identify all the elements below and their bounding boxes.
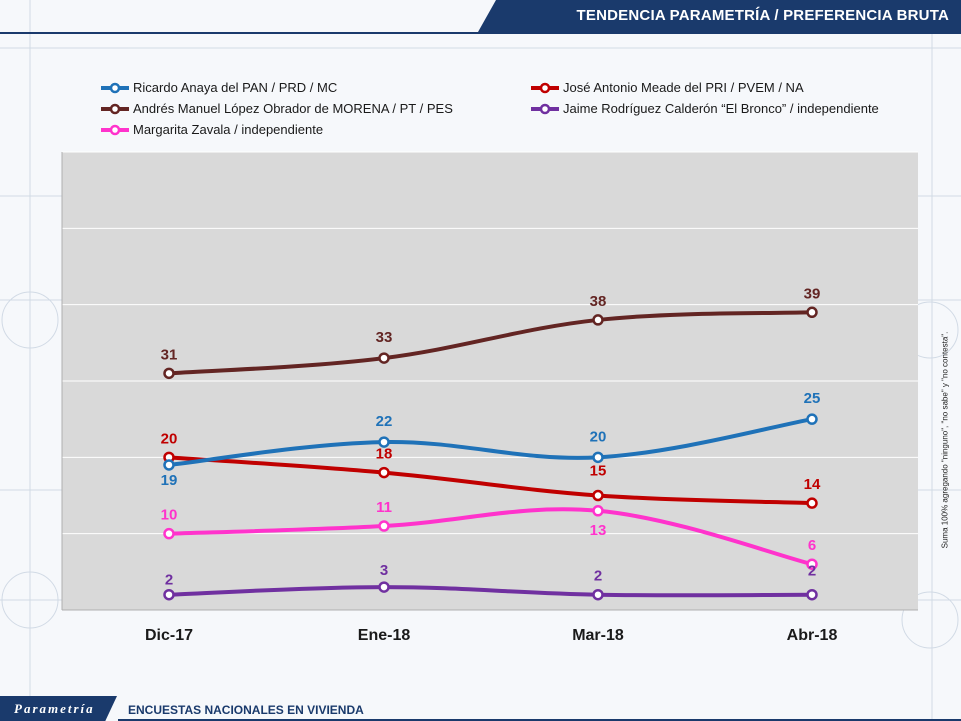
series-line bbox=[167, 310, 814, 376]
x-tick-label: Abr-18 bbox=[787, 627, 838, 644]
chart-legend: Ricardo Anaya del PAN / PRD / MC José An… bbox=[100, 80, 920, 144]
data-point bbox=[378, 581, 390, 593]
data-point bbox=[163, 588, 175, 601]
x-tick-label: Ene-18 bbox=[358, 627, 411, 644]
data-label: 2 bbox=[165, 572, 173, 589]
data-point bbox=[378, 436, 390, 448]
data-label: 3 bbox=[380, 562, 388, 579]
legend-swatch-amlo bbox=[101, 103, 129, 114]
data-point bbox=[592, 451, 604, 464]
data-label: 14 bbox=[804, 476, 821, 493]
data-point bbox=[806, 558, 818, 570]
data-label: 31 bbox=[161, 346, 178, 363]
header-bar: TENDENCIA PARAMETRÍA / PREFERENCIA BRUTA bbox=[478, 0, 961, 32]
x-tick-label: Mar-18 bbox=[572, 627, 624, 644]
series-line bbox=[167, 455, 814, 506]
data-label: 19 bbox=[161, 472, 178, 489]
data-label: 20 bbox=[161, 430, 178, 447]
data-label: 38 bbox=[590, 293, 607, 310]
legend-item-zavala: Margarita Zavala / independiente bbox=[100, 122, 323, 137]
data-label: 22 bbox=[376, 413, 393, 430]
legend-swatch-bronco bbox=[531, 103, 559, 114]
header-divider bbox=[0, 32, 961, 34]
data-point bbox=[378, 352, 390, 364]
footer-divider bbox=[118, 719, 961, 721]
series-line bbox=[167, 417, 814, 467]
page-title: TENDENCIA PARAMETRÍA / PREFERENCIA BRUTA bbox=[576, 7, 949, 24]
legend-label-bronco: Jaime Rodríguez Calderón “El Bronco” / i… bbox=[563, 101, 879, 116]
data-point bbox=[592, 314, 604, 326]
legend-swatch-meade bbox=[531, 82, 559, 93]
data-point bbox=[163, 527, 175, 540]
data-point bbox=[378, 466, 390, 479]
data-label: 10 bbox=[161, 507, 178, 524]
legend-label-anaya: Ricardo Anaya del PAN / PRD / MC bbox=[133, 80, 338, 95]
data-point bbox=[163, 459, 175, 471]
data-label: 18 bbox=[376, 446, 393, 463]
data-point bbox=[592, 588, 604, 601]
data-label: 13 bbox=[590, 522, 607, 539]
series-line bbox=[167, 585, 814, 598]
legend-item-meade: José Antonio Meade del PRI / PVEM / NA bbox=[530, 80, 804, 95]
data-point bbox=[806, 497, 818, 509]
brand-logo: Parametría bbox=[0, 696, 117, 721]
data-label: 25 bbox=[804, 390, 821, 407]
data-label: 20 bbox=[590, 428, 607, 445]
data-point bbox=[378, 520, 390, 532]
x-tick-label: Dic-17 bbox=[145, 627, 193, 644]
data-label: 6 bbox=[808, 537, 816, 554]
legend-item-amlo: Andrés Manuel López Obrador de MORENA / … bbox=[100, 101, 453, 116]
data-point bbox=[163, 367, 175, 380]
series-line bbox=[167, 507, 814, 567]
data-label: 15 bbox=[590, 463, 607, 480]
data-point bbox=[806, 306, 818, 319]
data-point bbox=[592, 489, 604, 502]
logo-text: Parametría bbox=[14, 701, 95, 716]
side-note: Suma 100% agregando "ninguno", "no sabe"… bbox=[940, 331, 950, 549]
legend-swatch-anaya bbox=[101, 82, 129, 93]
data-label: 39 bbox=[804, 285, 821, 302]
legend-label-amlo: Andrés Manuel López Obrador de MORENA / … bbox=[133, 101, 453, 116]
data-label: 2 bbox=[808, 563, 816, 580]
footer-subtitle: ENCUESTAS NACIONALES EN VIVIENDA bbox=[128, 703, 364, 717]
legend-item-anaya: Ricardo Anaya del PAN / PRD / MC bbox=[100, 80, 337, 95]
legend-label-zavala: Margarita Zavala / independiente bbox=[133, 122, 324, 137]
data-point bbox=[592, 505, 604, 517]
data-point bbox=[806, 588, 818, 601]
legend-item-bronco: Jaime Rodríguez Calderón “El Bronco” / i… bbox=[530, 101, 879, 116]
data-label: 2 bbox=[594, 568, 602, 585]
data-label: 11 bbox=[376, 499, 392, 516]
data-label: 33 bbox=[376, 329, 393, 346]
legend-swatch-zavala bbox=[101, 124, 129, 135]
legend-label-meade: José Antonio Meade del PRI / PVEM / NA bbox=[563, 80, 804, 95]
data-point bbox=[806, 413, 818, 425]
